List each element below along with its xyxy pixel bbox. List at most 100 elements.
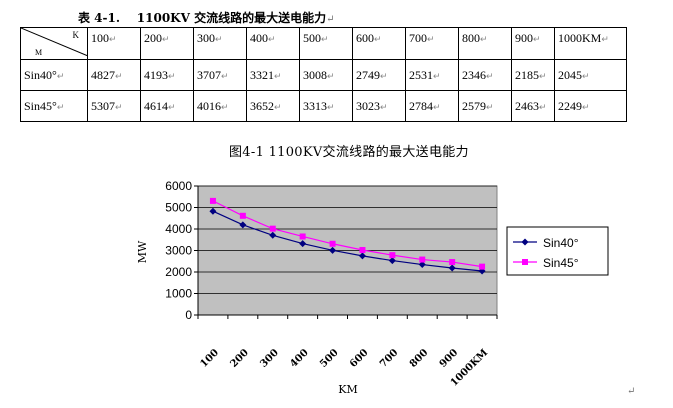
legend-marker: [521, 238, 529, 246]
column-header: 500↵: [299, 27, 353, 60]
column-header-value: 300: [197, 31, 215, 45]
table-cell: 2463↵: [511, 90, 555, 122]
table-cell-value: 3707: [197, 67, 221, 82]
column-header-value: 1000KM: [558, 31, 602, 45]
x-tick-label: 500: [318, 347, 341, 370]
table-cell: 3707↵: [193, 59, 247, 91]
cell-mark: ↵: [268, 34, 276, 44]
table-cell-value: 3321: [250, 67, 274, 82]
y-tick-label: 4000: [165, 222, 192, 236]
table-cell: 4193↵: [140, 59, 194, 91]
table-cell-value: 3023: [356, 98, 380, 113]
cell-mark: ↵: [109, 34, 117, 44]
cell-mark: ↵: [433, 70, 441, 81]
y-axis-label: MW: [136, 240, 149, 263]
data-point: [239, 221, 247, 229]
row-label: Sin45°↵: [20, 90, 88, 122]
row-label-value: Sin45°: [24, 98, 57, 113]
data-point: [449, 259, 456, 266]
table-cell-value: 5307: [91, 98, 115, 113]
data-point: [419, 256, 426, 263]
legend-box: [506, 226, 609, 276]
cell-mark: ↵: [56, 101, 65, 112]
table-cell: 3321↵: [246, 59, 300, 91]
cell-mark: ↵: [221, 101, 229, 112]
cell-mark: ↵: [582, 101, 590, 112]
diagonal-line: [21, 28, 87, 56]
data-point: [299, 240, 307, 248]
data-point: [269, 225, 276, 232]
data-point: [299, 233, 306, 240]
cell-mark: ↵: [374, 34, 382, 44]
header-row: K M 100↵ 200↵ 300↵ 400↵ 500↵ 600↵ 700↵ 800↵ 900↵ 10…: [20, 27, 627, 60]
cell-mark: ↵: [162, 34, 170, 44]
column-header-value: 700: [409, 31, 427, 45]
table-body: K M 100↵ 200↵ 300↵ 400↵ 500↵ 600↵ 700↵ 800↵ 900↵ 10…: [20, 27, 627, 122]
x-tick-label: 800: [408, 347, 431, 370]
data-point: [209, 207, 217, 215]
cell-mark: ↵: [115, 70, 123, 81]
x-tick-label: 300: [258, 347, 281, 370]
cell-mark: ↵: [327, 70, 335, 81]
table-cell: 4016↵: [193, 90, 247, 122]
y-tick-label: 0: [185, 308, 192, 322]
table-cell-value: 2579: [462, 98, 486, 113]
cell-mark: ↵: [327, 101, 335, 112]
data-point: [389, 252, 396, 259]
column-header-value: 100: [91, 31, 109, 45]
y-tick-label: 1000: [165, 287, 192, 301]
table-cell: 4614↵: [140, 90, 194, 122]
paragraph-mark: ↵: [326, 14, 335, 25]
cell-mark: ↵: [56, 70, 65, 81]
table-cell-value: 2346: [462, 67, 486, 82]
column-header: 1000KM↵: [554, 27, 627, 60]
chart-title: 图4-1 1100KV交流线路的最大送电能力: [229, 145, 469, 160]
table-cell: 2579↵: [458, 90, 512, 122]
column-header-value: 200: [144, 31, 162, 45]
row-label-value: Sin40°: [24, 67, 57, 82]
cell-mark: ↵: [486, 70, 494, 81]
table-cell-value: 4016: [197, 98, 221, 113]
cell-mark: ↵: [380, 70, 388, 81]
data-point: [329, 246, 337, 254]
x-tick-label: 100: [199, 347, 222, 370]
cell-mark: ↵: [433, 101, 441, 112]
table-cell-value: 2249: [558, 98, 582, 113]
cell-mark: ↵: [427, 34, 435, 44]
y-tick-label: 6000: [165, 179, 192, 193]
data-point: [388, 257, 396, 265]
legend-entry: Sin40°: [543, 236, 579, 250]
table-caption: 表 4-1. 1100KV 交流线路的最大送电能力↵: [78, 9, 334, 26]
data-point: [209, 197, 216, 204]
table-cell: 2185↵: [511, 59, 555, 91]
table-cell-value: 2749: [356, 67, 380, 82]
x-axis-label: KM: [338, 383, 357, 396]
cell-mark: ↵: [539, 101, 547, 112]
legend-entry: Sin45°: [543, 256, 579, 270]
table-cell: 3023↵: [352, 90, 406, 122]
table-cell: 5307↵: [87, 90, 141, 122]
table-cell-value: 3008: [303, 67, 327, 82]
cell-mark: ↵: [168, 70, 176, 81]
data-point: [269, 231, 277, 239]
data-point: [358, 252, 366, 260]
legend-marker: [522, 259, 528, 265]
x-tick-label: 900: [438, 347, 461, 370]
column-header: 600↵: [352, 27, 406, 60]
table-cell-value: 2463: [515, 98, 539, 113]
x-tick-label: 600: [348, 347, 371, 370]
table-row: Sin40°↵ 4827↵ 4193↵ 3707↵ 3321↵ 3008↵ 2749↵ 253…: [20, 59, 627, 91]
series-line-1: [212, 200, 483, 268]
table-cell-value: 2185: [515, 67, 539, 82]
x-tick-label: 700: [378, 347, 401, 370]
table-row: Sin45°↵ 5307↵ 4614↵ 4016↵ 3652↵ 3313↵ 3023↵ 278…: [20, 90, 627, 122]
table-cell-value: 2045: [558, 67, 582, 82]
column-header-value: 600: [356, 31, 374, 45]
capacity-table: K M 100↵ 200↵ 300↵ 400↵ 500↵ 600↵ 700↵ 800↵ 900↵ 10…: [20, 27, 627, 122]
table-cell-value: 2784: [409, 98, 433, 113]
table-cell: 4827↵: [87, 59, 141, 91]
table-cell-value: 2531: [409, 67, 433, 82]
y-tick-label: 2000: [165, 265, 192, 279]
